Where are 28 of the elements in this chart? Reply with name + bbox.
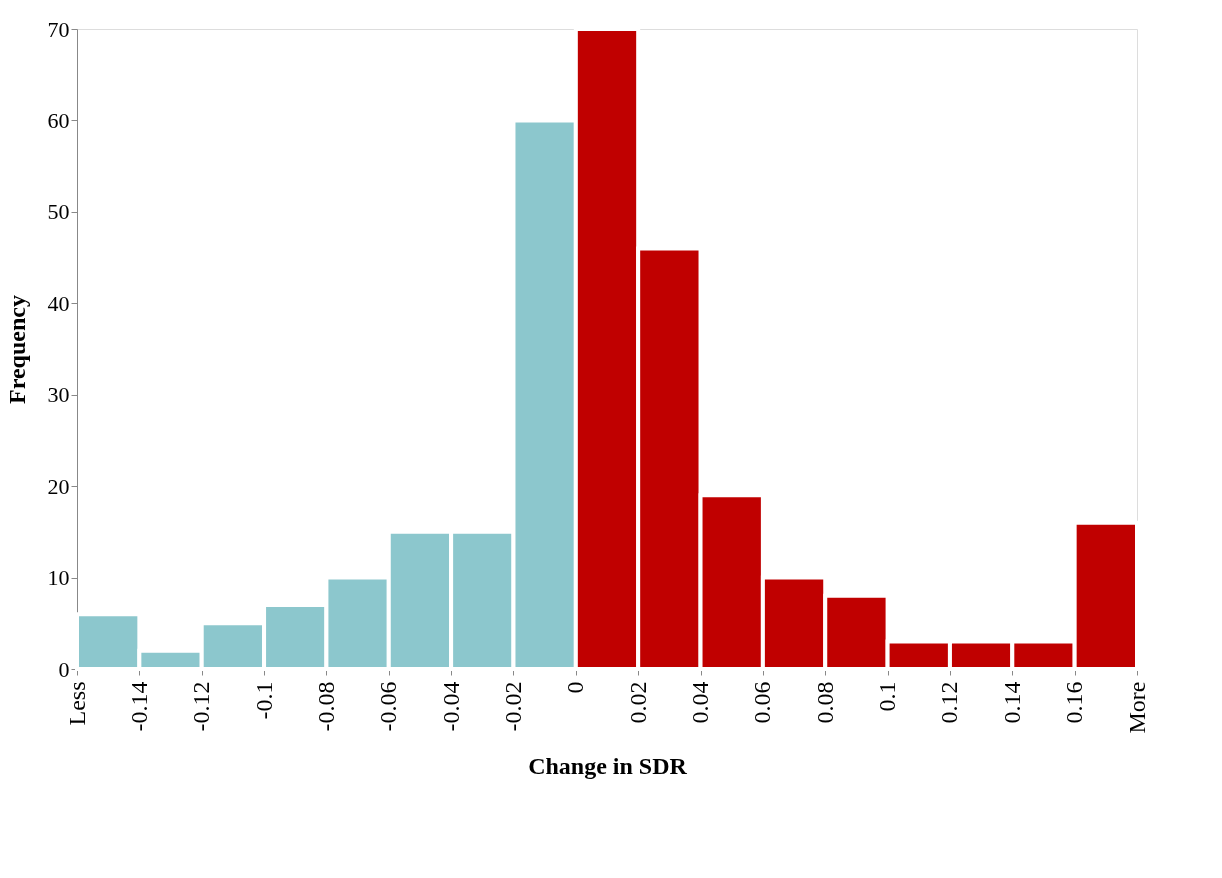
y-tick-label: 10 [47,565,70,591]
x-tick-label: 0.02 [624,681,651,724]
x-tick-label: -0.02 [499,681,526,732]
y-tick-label: 0 [58,656,70,682]
x-axis-title: Change in SDR [528,753,688,780]
y-tick-label: 70 [47,16,70,42]
x-tick-label: -0.08 [312,681,339,732]
y-tick-label: 50 [47,199,70,225]
x-tick-label: 0.1 [874,681,901,712]
x-tick-label: 0.06 [749,681,776,724]
x-tick-label: 0 [562,681,589,694]
x-tick-label: -0.14 [125,681,152,732]
x-tick-label: 0.04 [687,681,714,724]
x-tick-label: 0.14 [998,681,1025,724]
x-tick-label: Less [63,681,90,726]
x-tick-label: -0.12 [188,681,215,732]
x-tick-label: -0.06 [375,681,402,732]
y-tick-label: 30 [47,382,70,408]
x-tick-label: -0.04 [437,681,464,732]
y-tick-label: 40 [47,290,70,316]
x-tick-label: 0.08 [811,681,838,724]
x-tick-label: 0.16 [1061,681,1088,724]
x-tick-label: 0.12 [936,681,963,724]
y-tick-label: 60 [47,107,70,133]
y-tick-label: 20 [47,473,70,499]
x-tick-label: -0.1 [250,681,277,720]
y-axis-title: Frequency [3,295,30,404]
x-tick-label: More [1123,681,1150,734]
